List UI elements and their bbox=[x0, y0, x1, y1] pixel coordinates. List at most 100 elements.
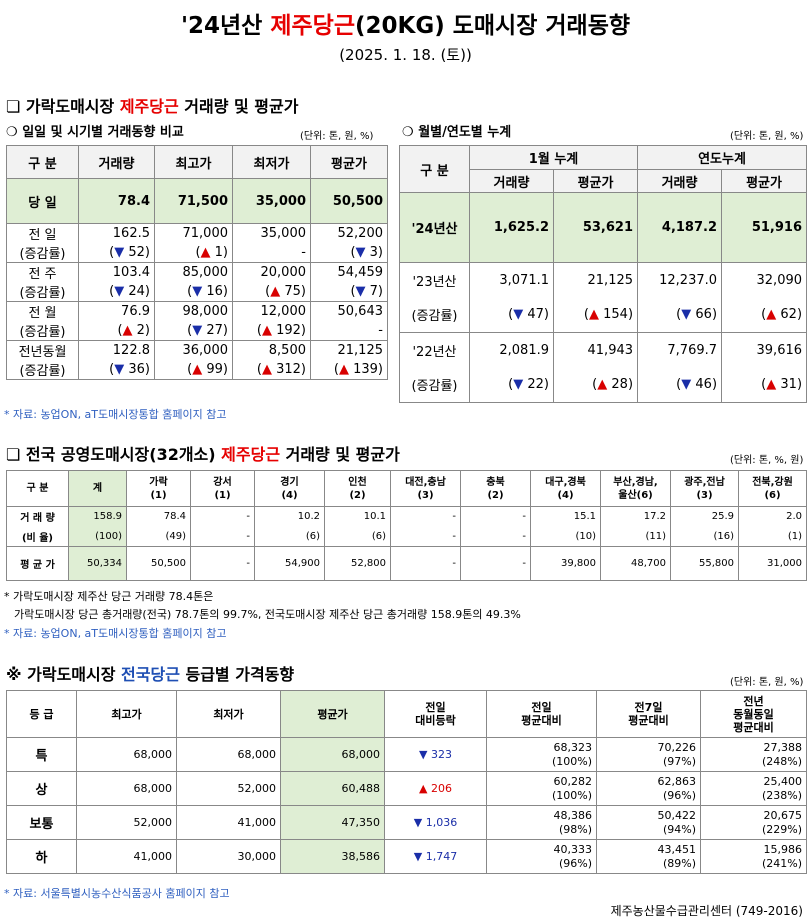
t1-change-cell: (▲ 75) bbox=[232, 282, 311, 302]
t1-header: 평균가 bbox=[310, 145, 388, 179]
up-arrow-icon: ▲ bbox=[261, 323, 272, 338]
t1-change-label: (증감률) bbox=[6, 360, 79, 380]
t1-change-cell: (▲ 192) bbox=[232, 321, 311, 341]
section2-heading: ❏ 전국 공영도매시장(32개소) 제주당근 거래량 및 평균가 bbox=[6, 445, 400, 464]
t1-row: 전 주 103.4 85,000 20,000 54,459 bbox=[6, 262, 388, 282]
t3-header: 부산,경남, 울산(6) bbox=[600, 470, 671, 507]
t4-change-cell: ▼ 1,036 bbox=[384, 805, 487, 840]
down-arrow-icon: ▼ bbox=[114, 284, 125, 299]
t2-subheader: 평균가 bbox=[721, 169, 808, 193]
t4-cell: 60,488 bbox=[280, 771, 385, 806]
t2-change-label: (증감률) bbox=[399, 367, 470, 403]
t2-header: 1월 누계 bbox=[468, 145, 639, 170]
t2-cell: 32,090 bbox=[721, 262, 808, 298]
t3-row-label: (비 율) bbox=[6, 526, 69, 547]
down-arrow-icon: ▼ bbox=[355, 245, 366, 260]
up-arrow-icon: ▲ bbox=[192, 362, 203, 377]
sec2-unit: (단위: 톤, %, 원) bbox=[730, 455, 804, 466]
t3-cell: (1) bbox=[738, 526, 807, 547]
down-arrow-icon: ▼ bbox=[114, 362, 125, 377]
t3-cell: 48,700 bbox=[600, 546, 671, 581]
page-title: '24년산 제주당근(20KG) 도매시장 거래동향 bbox=[180, 13, 631, 39]
t3-cell: 55,800 bbox=[670, 546, 739, 581]
t2-cell: 4,187.2 bbox=[637, 192, 723, 263]
t4-compare-cell: 48,386 (98%) bbox=[486, 805, 597, 840]
cumulative-table: 구 분 1월 누계 연도누계 거래량 평균가 거래량 평균가 '24년산 1,625.2 53,6… bbox=[399, 145, 808, 403]
t4-header: 최고가 bbox=[76, 690, 177, 738]
t3-header-row: 구 분 계 가락 (1) 강서 (1) 경기 (4) 인천 (2) 대전,충남 (3) 충북 (2) 대구,… bbox=[6, 470, 807, 507]
section3-heading: ※ 가락도매시장 전국당근 등급별 가격동향 bbox=[6, 665, 295, 684]
t1-header-row: 구 분 거래량 최고가 최저가 평균가 bbox=[6, 145, 388, 179]
t4-compare-cell: 70,226 (97%) bbox=[596, 737, 701, 772]
t1-header: 구 분 bbox=[6, 145, 79, 179]
t3-cell: (49) bbox=[126, 526, 191, 547]
t3-cell: 17.2 bbox=[600, 506, 671, 527]
t2-row-current: '24년산 1,625.2 53,621 4,187.2 51,916 bbox=[399, 192, 808, 263]
t1-cell: 52,200 bbox=[310, 223, 388, 243]
down-arrow-icon: ▼ bbox=[681, 307, 692, 323]
t3-cell: 2.0 bbox=[738, 506, 807, 527]
t4-cell: 52,000 bbox=[76, 805, 177, 840]
note-3a: * 가락도매시장 제주산 당근 거래량 78.4톤은 bbox=[4, 590, 214, 603]
t2-change-row: (증감률) (▼ 47) (▲ 154) (▼ 66) (▲ 62) bbox=[399, 297, 808, 333]
t3-cell: 50,500 bbox=[126, 546, 191, 581]
t4-header: 평균가 bbox=[280, 690, 385, 738]
t1-change-cell: (▼ 36) bbox=[78, 360, 155, 380]
t4-cell: 41,000 bbox=[176, 805, 281, 840]
t4-change-cell: ▼ 323 bbox=[384, 737, 487, 772]
t3-cell: - bbox=[390, 526, 461, 547]
grade-price-table: 등 급 최고가 최저가 평균가 전일 대비등락 전일 평균대비 전7일 평균대비 전년 동월동일 평균대… bbox=[6, 690, 807, 874]
t3-header: 가락 (1) bbox=[126, 470, 191, 507]
t1-change-cell: (▲ 2) bbox=[78, 321, 155, 341]
t1-cell: 71,000 bbox=[154, 223, 233, 243]
t4-compare-cell: 15,986 (241%) bbox=[700, 839, 807, 874]
t1-cell: 12,000 bbox=[232, 301, 311, 321]
t3-header: 경기 (4) bbox=[254, 470, 325, 507]
t3-cell: (100) bbox=[68, 526, 127, 547]
t3-header: 인천 (2) bbox=[324, 470, 391, 507]
t4-grade: 상 bbox=[6, 771, 77, 806]
t4-header: 전일 대비등락 bbox=[384, 690, 487, 738]
t3-cell: - bbox=[460, 526, 531, 547]
t4-header: 최저가 bbox=[176, 690, 281, 738]
sub2-unit: (단위: 톤, 원, %) bbox=[730, 131, 804, 142]
down-arrow-icon: ▼ bbox=[419, 748, 428, 761]
t3-row: (비 율) (100) (49) - (6) (6) - - (10) (11) (16) (1) bbox=[6, 526, 807, 547]
t3-cell: 25.9 bbox=[670, 506, 739, 527]
t1-header: 거래량 bbox=[78, 145, 155, 179]
t1-cell: 162.5 bbox=[78, 223, 155, 243]
t1-cell: 98,000 bbox=[154, 301, 233, 321]
t4-header: 전일 평균대비 bbox=[486, 690, 597, 738]
t1-change-row: (증감률) (▲ 2) (▼ 27) (▲ 192) - bbox=[6, 321, 388, 341]
t4-row: 특 68,000 68,000 68,000 ▼ 323 68,323 (100%) 70,2… bbox=[6, 737, 807, 772]
t2-cell: 1,625.2 bbox=[469, 192, 554, 263]
t1-change-label: (증감률) bbox=[6, 243, 79, 263]
t2-subheader: 거래량 bbox=[637, 169, 723, 193]
t4-cell: 68,000 bbox=[280, 737, 385, 772]
t3-cell: - bbox=[390, 506, 461, 527]
t3-header: 광주,전남 (3) bbox=[670, 470, 739, 507]
t3-cell: 52,800 bbox=[324, 546, 391, 581]
sub1-heading: ❍ 일일 및 시기별 거래동향 비교 bbox=[6, 125, 184, 140]
section1-heading: ❏ 가락도매시장 제주당근 거래량 및 평균가 bbox=[6, 97, 299, 116]
t2-change-cell: (▲ 62) bbox=[721, 297, 808, 333]
t2-change-cell: (▼ 47) bbox=[469, 297, 554, 333]
t4-cell: 30,000 bbox=[176, 839, 281, 874]
up-arrow-icon: ▲ bbox=[200, 245, 211, 260]
t4-row: 상 68,000 52,000 60,488 ▲ 206 60,282 (100%) 62,8… bbox=[6, 771, 807, 806]
t3-row-label: 거 래 량 bbox=[6, 506, 69, 527]
t1-row-label: 전 월 bbox=[6, 301, 79, 321]
t1-header: 최고가 bbox=[154, 145, 233, 179]
down-arrow-icon: ▼ bbox=[681, 377, 692, 393]
t2-change-row: (증감률) (▼ 22) (▲ 28) (▼ 46) (▲ 31) bbox=[399, 367, 808, 403]
t4-row: 보통 52,000 41,000 47,350 ▼ 1,036 48,386 (98%) 50… bbox=[6, 805, 807, 840]
t2-cell: 2,081.9 bbox=[469, 332, 554, 368]
t4-header: 전7일 평균대비 bbox=[596, 690, 701, 738]
t4-compare-cell: 20,675 (229%) bbox=[700, 805, 807, 840]
t1-change-cell: (▼ 7) bbox=[310, 282, 388, 302]
t1-cell: 76.9 bbox=[78, 301, 155, 321]
t4-cell: 68,000 bbox=[176, 737, 281, 772]
t3-cell: - bbox=[460, 506, 531, 527]
t1-change-label: (증감률) bbox=[6, 321, 79, 341]
t4-change-cell: ▲ 206 bbox=[384, 771, 487, 806]
